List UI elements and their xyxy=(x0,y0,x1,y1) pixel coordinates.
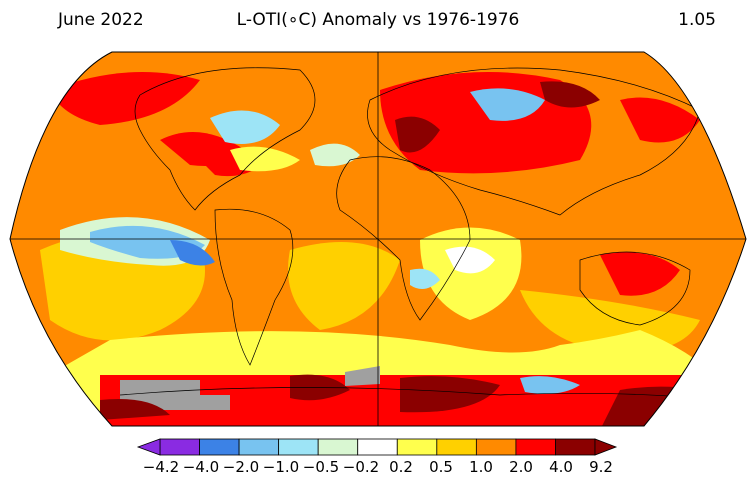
colorbar-tick-label: −0.5 xyxy=(302,458,340,476)
region-usa-red xyxy=(160,132,245,166)
colorbar-cell xyxy=(555,438,596,456)
colorbar-tick-label: 0.5 xyxy=(429,458,453,476)
anomaly-field xyxy=(40,72,746,426)
colorbar-tick-label: 1.0 xyxy=(469,458,493,476)
region-siberia-darkred xyxy=(540,81,600,108)
region-south-atlantic-yellow xyxy=(288,242,400,330)
south-america-coast xyxy=(214,208,294,366)
region-east-asia-red xyxy=(620,97,700,143)
region-africa-cool xyxy=(410,268,440,289)
colorbar-tick-label: 9.2 xyxy=(589,458,613,476)
colorbar-tick-label: −1.0 xyxy=(262,458,300,476)
colorbar-tick-label: −0.2 xyxy=(342,458,380,476)
colorbar-cell xyxy=(475,438,517,456)
region-missing-data-2 xyxy=(345,366,380,386)
region-alaska-red xyxy=(50,72,200,125)
colorbar-cell xyxy=(159,438,200,456)
antarctica-coast xyxy=(119,387,721,401)
colorbar-cell xyxy=(515,438,556,456)
region-atlantic-yellow xyxy=(230,146,300,172)
colorbar-cell xyxy=(199,438,240,456)
colorbar-cell xyxy=(396,438,438,456)
region-indian-ocean-white xyxy=(445,246,495,274)
colorbar-tick-label: −2.0 xyxy=(222,458,260,476)
region-north-atlantic-light xyxy=(310,143,360,167)
colorbar-cell xyxy=(278,438,319,456)
eurasia-coast xyxy=(367,67,701,216)
colorbar-tick-label: 4.0 xyxy=(549,458,573,476)
colorbar-right-arrow xyxy=(594,438,618,456)
region-australia-red xyxy=(600,252,680,296)
colorbar-cell xyxy=(436,438,477,456)
australia-coast xyxy=(579,251,691,326)
colorbar-left-arrow xyxy=(136,438,161,456)
region-amundsen-darkred xyxy=(100,399,170,420)
colorbar-cell xyxy=(317,438,359,456)
north-america-coast xyxy=(134,67,316,211)
map-title: L-OTI(∘C) Anomaly vs 1976-1976 xyxy=(236,10,520,30)
colorbar-cell xyxy=(238,438,280,456)
colorbar-tick-label: −4.0 xyxy=(182,458,220,476)
colorbar-tick-label: 0.2 xyxy=(389,458,413,476)
world-anomaly-map xyxy=(9,51,747,427)
colorbar-cell xyxy=(357,438,398,456)
coastlines xyxy=(119,67,721,401)
colorbar xyxy=(136,438,618,456)
region-siberia-cool xyxy=(470,88,545,121)
map-date-label: June 2022 xyxy=(58,10,144,30)
colorbar-tick-label: 2.0 xyxy=(509,458,533,476)
region-antarctica-cool xyxy=(520,376,580,394)
region-ross-sea-darkred xyxy=(600,386,746,426)
region-antarctica-darkred xyxy=(400,376,500,413)
region-peru-coast-cool xyxy=(170,240,215,266)
colorbar-tick-label: −4.2 xyxy=(142,458,180,476)
region-europe-darkred xyxy=(395,116,440,153)
region-canada-cool xyxy=(210,110,280,144)
global-mean-value: 1.05 xyxy=(678,10,716,30)
africa-coast xyxy=(336,156,471,321)
colorbar-cells xyxy=(159,438,596,456)
